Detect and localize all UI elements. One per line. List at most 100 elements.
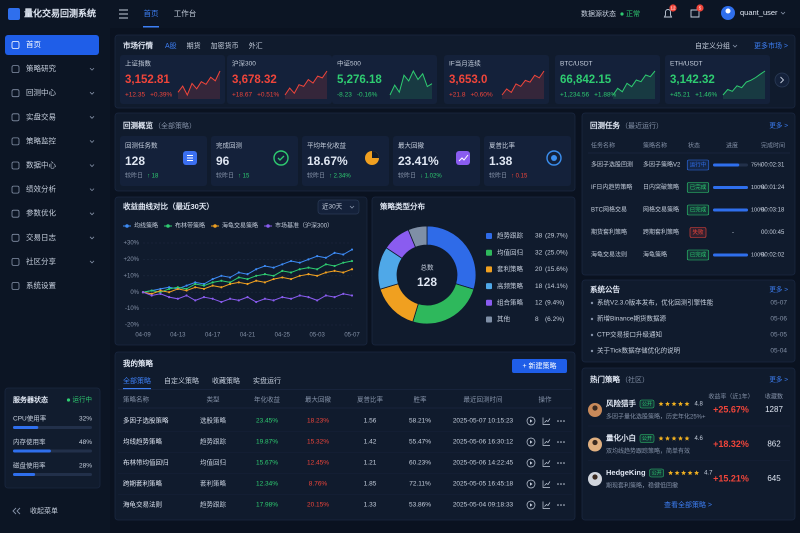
chart-button[interactable]	[542, 438, 551, 446]
menu-item[interactable]: 首页	[26, 39, 41, 49]
market-card[interactable]	[120, 55, 225, 104]
menu-item[interactable]: 数据中心	[26, 159, 56, 169]
table-cell: 23.45%	[256, 418, 278, 425]
run-button[interactable]	[526, 500, 536, 510]
view-all-link[interactable]: 查看全部策略 >	[664, 500, 712, 509]
legend-percent: (9.4%)	[545, 300, 564, 307]
more-link[interactable]: 更多 >	[769, 285, 788, 294]
market-tab[interactable]: 加密货币	[211, 41, 239, 50]
menu-item[interactable]: 策略监控	[26, 135, 56, 145]
more-dot[interactable]	[557, 504, 559, 506]
legend-swatch	[486, 266, 492, 273]
more-dot[interactable]	[563, 441, 565, 443]
more-dot[interactable]	[563, 462, 565, 464]
menu-item[interactable]: 交易日志	[26, 232, 56, 242]
announce-item[interactable]: 关于Tick数据存储优化的说明	[597, 346, 681, 355]
series-point	[272, 274, 275, 277]
more-dot[interactable]	[557, 441, 559, 443]
next-button[interactable]	[774, 72, 790, 88]
rating-star	[678, 435, 683, 441]
market-card[interactable]	[555, 55, 660, 104]
range-select[interactable]	[317, 199, 360, 215]
menu-item[interactable]: 系统设置	[26, 280, 56, 290]
menu-item[interactable]: 回测中心	[26, 87, 56, 97]
rating-star	[658, 435, 664, 441]
metric-name: CPU使用率	[13, 414, 47, 423]
new-strategy-button[interactable]	[512, 359, 567, 373]
task-status: 失败	[692, 228, 704, 236]
more-dot[interactable]	[560, 462, 562, 464]
more-dot[interactable]	[560, 483, 562, 485]
menu-item[interactable]: 策略研究	[26, 63, 56, 73]
more-dot[interactable]	[557, 462, 559, 464]
strategy-tab[interactable]: 全部策略	[123, 376, 151, 385]
stat-icon-slice	[372, 151, 379, 158]
user-name[interactable]: quant_user	[740, 8, 778, 17]
table-cell: 2025-05-04 09:18:33	[453, 502, 514, 509]
announce-item[interactable]: CTP交易接口升级通知	[597, 330, 662, 339]
more-link[interactable]: 更多 >	[769, 121, 788, 130]
market-card[interactable]	[665, 55, 770, 104]
donut-slice	[407, 225, 428, 248]
more-dot[interactable]	[563, 504, 565, 506]
market-tab[interactable]: 外汇	[249, 41, 263, 50]
run-button[interactable]	[526, 479, 536, 489]
menu-item[interactable]: 绩效分析	[26, 184, 56, 194]
chart-button[interactable]	[542, 501, 551, 509]
run-button[interactable]	[526, 458, 536, 468]
more-dot[interactable]	[557, 420, 559, 422]
menu-item[interactable]: 社区分享	[26, 256, 56, 266]
market-card[interactable]	[332, 55, 437, 104]
legend-label: 布林带策略	[175, 222, 205, 230]
market-tab[interactable]: 期货	[187, 41, 201, 50]
rating-star	[674, 470, 680, 476]
legend-label: 趋势跟踪	[497, 231, 524, 240]
legend-swatch	[486, 299, 492, 306]
top-tab[interactable]: 工作台	[174, 8, 197, 18]
task-status: 运行中	[690, 160, 707, 168]
more-dot[interactable]	[563, 483, 565, 485]
table-cell: 72.11%	[409, 481, 431, 488]
message-icon[interactable]	[690, 9, 700, 18]
bell-icon[interactable]	[663, 9, 673, 18]
more-dot[interactable]	[560, 420, 562, 422]
strategy-tab[interactable]: 收藏策略	[212, 376, 240, 385]
group-select[interactable]: 自定义分组	[695, 41, 730, 50]
strategy-tab[interactable]: 自定义策略	[164, 376, 199, 385]
series-point	[228, 281, 232, 284]
more-dot[interactable]	[557, 483, 559, 485]
menu-item[interactable]: 实盘交易	[26, 111, 56, 121]
sparkline-area	[390, 71, 432, 99]
menu-item[interactable]: 参数优化	[26, 208, 56, 218]
series-point	[237, 276, 240, 279]
chart-button[interactable]	[542, 480, 551, 488]
more-dot[interactable]	[563, 420, 565, 422]
more-dot[interactable]	[560, 504, 562, 506]
chart-button[interactable]	[542, 417, 551, 425]
announce-date: 05-04	[770, 348, 787, 355]
run-button[interactable]	[526, 437, 536, 447]
market-pct: +1.46%	[695, 92, 717, 99]
market-card[interactable]	[227, 55, 332, 104]
series-point	[176, 286, 179, 289]
market-tab[interactable]: A股	[165, 42, 177, 50]
menu-icon	[11, 209, 20, 218]
announce-item[interactable]: 系统V2.3.0版本发布，优化回测引擎性能	[597, 298, 714, 307]
market-card[interactable]	[444, 55, 549, 104]
menu-active[interactable]	[5, 35, 99, 55]
hot-desc: 期现套利策略，稳健低回撤	[606, 482, 678, 490]
more-dot[interactable]	[560, 441, 562, 443]
more-link[interactable]: 更多 >	[769, 375, 788, 384]
chart-button[interactable]	[542, 459, 551, 467]
button-label[interactable]: + 新建策略	[522, 361, 556, 370]
more-link[interactable]: 更多市场 >	[754, 41, 788, 50]
top-tab[interactable]: 首页	[144, 8, 159, 18]
task-time: 00:02:31	[761, 163, 785, 169]
strategy-tab[interactable]: 实盘运行	[253, 376, 281, 385]
task-name: BTC网格交易	[591, 206, 627, 214]
run-button[interactable]	[526, 416, 536, 426]
legend-percent: (25.0%)	[545, 249, 568, 256]
collapse-menu[interactable]: 收起菜单	[30, 506, 58, 515]
metric-name: 内存使用率	[13, 437, 46, 446]
announce-item[interactable]: 新增Binance期货数据源	[597, 314, 666, 323]
